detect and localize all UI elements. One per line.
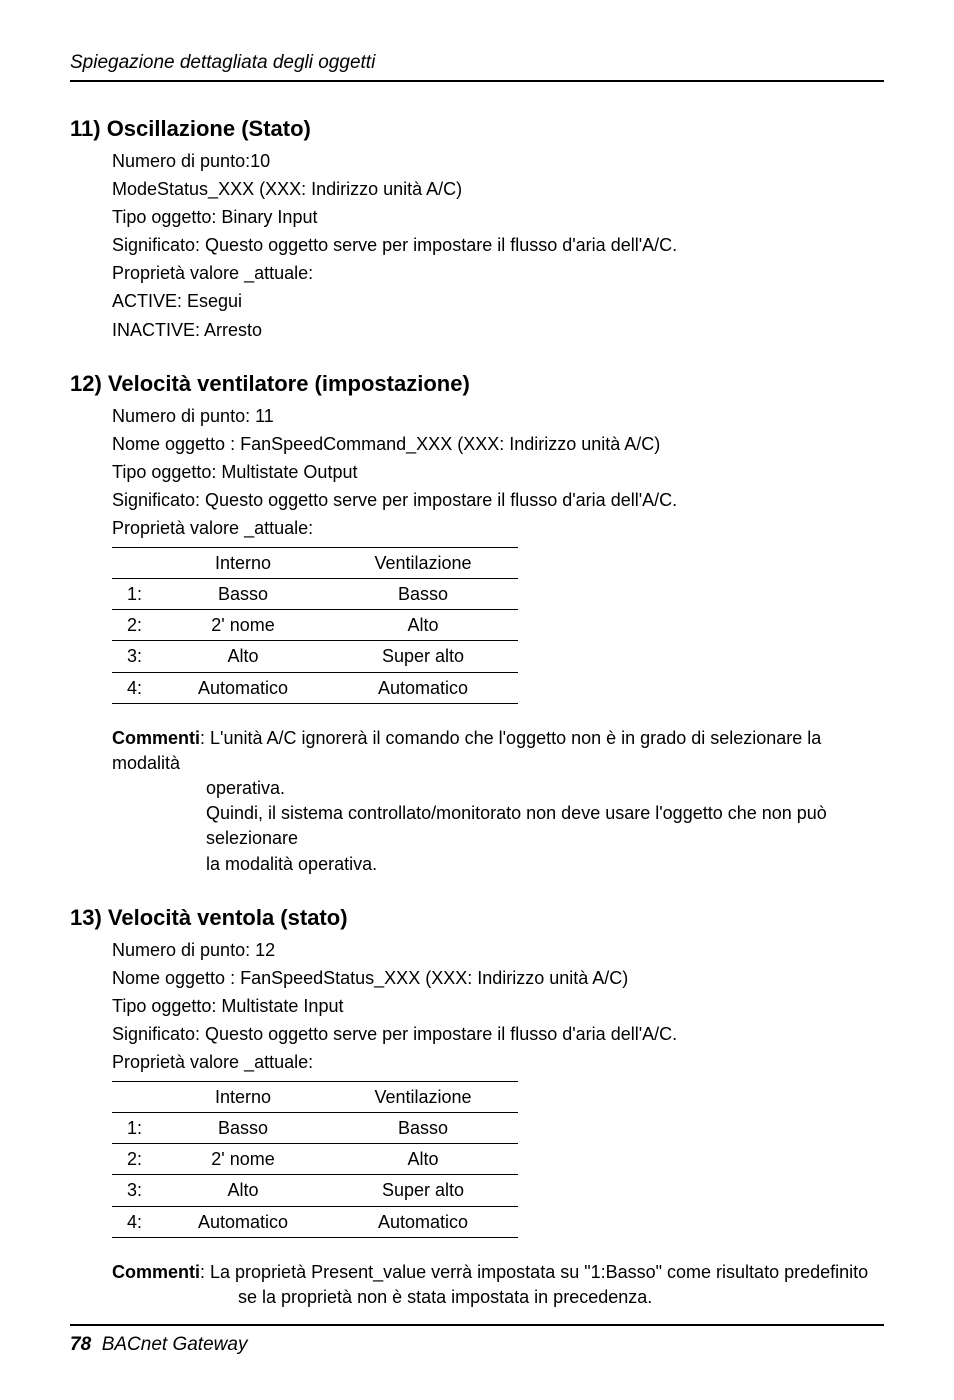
table-row: 4: Automatico Automatico <box>112 1206 518 1237</box>
table-header-cell: Interno <box>158 548 328 579</box>
table-cell: Automatico <box>328 672 518 703</box>
text-line: Proprietà valore _attuale: <box>112 260 884 286</box>
section-12-commenti: Commenti: L'unità A/C ignorerà il comand… <box>70 726 884 877</box>
commenti-line: la modalità operativa. <box>112 852 884 877</box>
table-cell: 4: <box>112 672 158 703</box>
commenti-text: : L'unità A/C ignorerà il comando che l'… <box>112 728 821 773</box>
section-12-heading: 12) Velocità ventilatore (impostazione) <box>70 371 884 397</box>
table-cell: 3: <box>112 641 158 672</box>
table-header-cell: Interno <box>158 1082 328 1113</box>
table-row: 1: Basso Basso <box>112 1113 518 1144</box>
commenti-line: Commenti: La proprietà Present_value ver… <box>112 1260 884 1285</box>
footer-rule <box>70 1324 884 1326</box>
table-cell: Basso <box>158 579 328 610</box>
table-cell: Automatico <box>158 1206 328 1237</box>
table-cell: Alto <box>158 1175 328 1206</box>
table-cell: Super alto <box>328 1175 518 1206</box>
text-line: INACTIVE: Arresto <box>112 317 884 343</box>
commenti-line: se la proprietà non è stata impostata in… <box>112 1285 884 1310</box>
fan-speed-status-table: Interno Ventilazione 1: Basso Basso 2: 2… <box>112 1081 518 1237</box>
table-cell: Basso <box>328 1113 518 1144</box>
table-cell: 2' nome <box>158 1144 328 1175</box>
table-cell: Basso <box>328 579 518 610</box>
running-header: Spiegazione dettagliata degli oggetti <box>70 52 884 74</box>
table-header-row: Interno Ventilazione <box>112 1082 518 1113</box>
table-header-cell: Ventilazione <box>328 1082 518 1113</box>
text-line: Proprietà valore _attuale: <box>112 515 884 541</box>
table-row: 2: 2' nome Alto <box>112 610 518 641</box>
table-row: 1: Basso Basso <box>112 579 518 610</box>
text-line: Proprietà valore _attuale: <box>112 1049 884 1075</box>
table-cell: Alto <box>158 641 328 672</box>
table-cell: 2: <box>112 610 158 641</box>
section-11: 11) Oscillazione (Stato) Numero di punto… <box>70 116 884 343</box>
page-number: 78 <box>70 1334 91 1355</box>
table-cell: Automatico <box>158 672 328 703</box>
footer-text: 78 BACnet Gateway <box>70 1334 884 1356</box>
table-cell: Super alto <box>328 641 518 672</box>
table-row: 2: 2' nome Alto <box>112 1144 518 1175</box>
table-header-cell <box>112 1082 158 1113</box>
commenti-label: Commenti <box>112 1262 200 1282</box>
section-13-heading: 13) Velocità ventola (stato) <box>70 905 884 931</box>
commenti-line: Commenti: L'unità A/C ignorerà il comand… <box>112 726 884 776</box>
table-cell: Alto <box>328 1144 518 1175</box>
page-footer: 78 BACnet Gateway <box>70 1324 884 1356</box>
table-cell: Alto <box>328 610 518 641</box>
section-11-heading: 11) Oscillazione (Stato) <box>70 116 884 142</box>
text-line: ACTIVE: Esegui <box>112 288 884 314</box>
table-header-cell <box>112 548 158 579</box>
commenti-line: Quindi, il sistema controllato/monitorat… <box>112 801 884 851</box>
section-13-commenti: Commenti: La proprietà Present_value ver… <box>70 1260 884 1310</box>
commenti-label: Commenti <box>112 728 200 748</box>
table-cell: 1: <box>112 579 158 610</box>
text-line: Nome oggetto : FanSpeedStatus_XXX (XXX: … <box>112 965 884 991</box>
section-12: 12) Velocità ventilatore (impostazione) … <box>70 371 884 877</box>
text-line: Significato: Questo oggetto serve per im… <box>112 487 884 513</box>
text-line: Numero di punto: 11 <box>112 403 884 429</box>
text-line: Tipo oggetto: Multistate Output <box>112 459 884 485</box>
text-line: Numero di punto:10 <box>112 148 884 174</box>
section-11-body: Numero di punto:10 ModeStatus_XXX (XXX: … <box>70 148 884 343</box>
text-line: Significato: Questo oggetto serve per im… <box>112 232 884 258</box>
table-cell: 1: <box>112 1113 158 1144</box>
table-header-row: Interno Ventilazione <box>112 548 518 579</box>
table-cell: 2' nome <box>158 610 328 641</box>
text-line: Tipo oggetto: Binary Input <box>112 204 884 230</box>
text-line: Significato: Questo oggetto serve per im… <box>112 1021 884 1047</box>
text-line: Tipo oggetto: Multistate Input <box>112 993 884 1019</box>
text-line: ModeStatus_XXX (XXX: Indirizzo unità A/C… <box>112 176 884 202</box>
book-title: BACnet Gateway <box>102 1334 248 1355</box>
table-cell: 2: <box>112 1144 158 1175</box>
header-rule <box>70 80 884 82</box>
fan-speed-command-table: Interno Ventilazione 1: Basso Basso 2: 2… <box>112 547 518 703</box>
table-cell: 4: <box>112 1206 158 1237</box>
table-cell: 3: <box>112 1175 158 1206</box>
table-cell: Automatico <box>328 1206 518 1237</box>
section-13: 13) Velocità ventola (stato) Numero di p… <box>70 905 884 1310</box>
text-line: Numero di punto: 12 <box>112 937 884 963</box>
table-row: 4: Automatico Automatico <box>112 672 518 703</box>
section-12-body: Numero di punto: 11 Nome oggetto : FanSp… <box>70 403 884 704</box>
commenti-text: : La proprietà Present_value verrà impos… <box>200 1262 868 1282</box>
table-row: 3: Alto Super alto <box>112 1175 518 1206</box>
text-line: Nome oggetto : FanSpeedCommand_XXX (XXX:… <box>112 431 884 457</box>
section-13-body: Numero di punto: 12 Nome oggetto : FanSp… <box>70 937 884 1238</box>
table-header-cell: Ventilazione <box>328 548 518 579</box>
table-cell: Basso <box>158 1113 328 1144</box>
commenti-line: operativa. <box>112 776 884 801</box>
table-row: 3: Alto Super alto <box>112 641 518 672</box>
